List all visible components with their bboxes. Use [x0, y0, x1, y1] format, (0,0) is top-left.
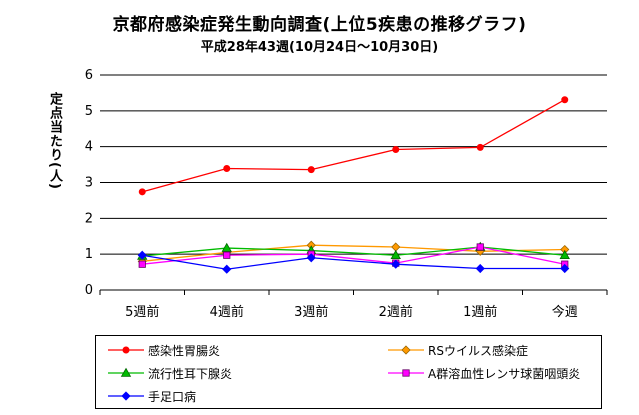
legend-swatch — [108, 391, 144, 401]
legend-marker — [122, 346, 130, 354]
legend-item: 感染性胃腸炎 — [106, 341, 220, 359]
y-tick-label: 5 — [85, 104, 93, 119]
data-point — [476, 143, 484, 151]
data-point — [138, 188, 146, 196]
legend-swatch — [108, 367, 144, 377]
data-point — [559, 249, 570, 260]
y-tick-label: 6 — [85, 68, 93, 83]
data-point — [138, 260, 146, 268]
x-tick-label: 2週前 — [379, 304, 413, 320]
x-tick-label: 1週前 — [463, 304, 497, 320]
legend-swatch — [108, 346, 144, 354]
x-tick-label: 今週 — [552, 304, 578, 320]
legend-label: A群溶血性レンサ球菌咽頭炎 — [428, 366, 581, 381]
series-line — [142, 99, 566, 193]
data-point — [390, 249, 401, 260]
data-point — [223, 251, 231, 259]
legend-marker — [120, 367, 132, 377]
legend-marker — [401, 345, 411, 355]
y-tick-label: 1 — [85, 247, 93, 262]
data-point — [221, 242, 232, 252]
chart-legend: 感染性胃腸炎 RSウイルス感染症流行性耳下腺炎 A群溶血性レンサ球菌咽頭炎手足口病 — [95, 335, 602, 409]
x-tick-label: 3週前 — [294, 304, 328, 320]
series-line — [142, 246, 565, 265]
data-point — [222, 264, 232, 274]
line-chart: 0 1 2 3 4 5 6 5週前 4週前 3週前 2週前 1週前 今週 — [85, 68, 608, 320]
data-point — [476, 243, 484, 251]
legend-marker — [121, 391, 131, 401]
data-point — [223, 165, 231, 173]
x-tick-label: 5週前 — [125, 304, 159, 320]
data-point — [391, 259, 401, 269]
legend-item: RSウイルス感染症 — [386, 341, 528, 359]
data-point — [475, 263, 485, 274]
legend-item: A群溶血性レンサ球菌咽頭炎 — [386, 364, 580, 382]
x-tick-label: 4週前 — [210, 304, 244, 320]
legend-label: 感染性胃腸炎 — [148, 343, 221, 358]
y-axis-label: 定点当たり(人) — [47, 92, 62, 190]
data-point — [307, 166, 315, 174]
series-3 — [138, 243, 569, 268]
legend-item: 手足口病 — [106, 387, 196, 405]
legend-label: 手足口病 — [148, 389, 197, 404]
series-0 — [138, 96, 569, 196]
legend-item: 流行性耳下腺炎 — [106, 364, 232, 382]
chart-title: 京都府感染症発生動向調査(上位5疾患の推移グラフ) — [112, 15, 527, 35]
data-point — [561, 96, 569, 104]
series-line — [142, 244, 565, 262]
series-line — [142, 246, 565, 257]
legend-label: RSウイルス感染症 — [428, 343, 528, 358]
series-line — [142, 254, 565, 270]
data-point — [560, 263, 570, 274]
y-tick-label: 3 — [85, 176, 93, 191]
legend-swatch — [388, 369, 424, 377]
data-point — [306, 253, 316, 263]
data-point — [391, 242, 401, 252]
chart-subtitle: 平成28年43週(10月24日〜10月30日) — [200, 40, 439, 55]
y-tick-label: 0 — [85, 283, 93, 298]
legend-marker — [402, 369, 410, 377]
legend-swatch — [388, 345, 424, 355]
data-point — [392, 146, 400, 154]
legend-label: 流行性耳下腺炎 — [148, 366, 233, 381]
y-tick-label: 2 — [85, 211, 93, 226]
y-tick-label: 4 — [85, 140, 93, 155]
series-4 — [137, 250, 570, 274]
data-point — [137, 250, 147, 260]
